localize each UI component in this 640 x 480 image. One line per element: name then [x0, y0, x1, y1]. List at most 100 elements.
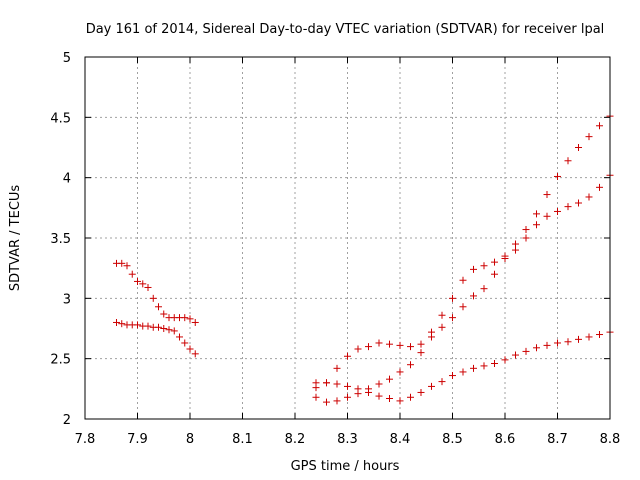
data-point	[543, 212, 551, 220]
data-point	[344, 352, 351, 360]
data-point	[375, 392, 383, 400]
x-tick-label: 8	[186, 432, 194, 447]
x-tick-label: 8.8	[600, 432, 621, 447]
data-point	[417, 388, 425, 396]
data-point	[459, 303, 467, 311]
data-point	[575, 199, 582, 207]
data-point	[585, 133, 593, 141]
data-point	[344, 393, 351, 401]
data-point	[354, 385, 362, 393]
data-point	[533, 344, 540, 352]
data-point	[181, 339, 189, 347]
data-point	[470, 292, 477, 300]
data-point	[554, 339, 561, 347]
x-tick-label: 7.8	[75, 432, 96, 447]
data-point	[533, 210, 540, 218]
data-point	[438, 378, 446, 386]
data-point	[543, 341, 551, 349]
x-axis-label: GPS time / hours	[291, 459, 400, 474]
data-point	[459, 368, 467, 376]
data-point	[417, 349, 425, 357]
data-point	[438, 311, 446, 319]
data-point	[407, 361, 414, 369]
data-point	[480, 362, 488, 370]
data-point	[155, 323, 162, 331]
x-tick-labels: 7.8 7.9 8 8.1 8.2 8.3 8.4 8.5 8.6 8.7 8.8	[75, 432, 621, 447]
x-tick-label: 8.4	[390, 432, 411, 447]
data-point	[554, 207, 561, 215]
x-tick-label: 8.7	[547, 432, 568, 447]
data-point	[354, 345, 362, 353]
data-point	[186, 315, 194, 323]
data-point	[396, 397, 404, 405]
data-point	[407, 343, 414, 351]
data-point	[375, 339, 383, 347]
y-tick-label: 4	[63, 172, 71, 187]
data-point	[176, 333, 183, 341]
y-tick-label: 3.5	[50, 232, 71, 247]
data-point	[165, 326, 173, 334]
data-point	[470, 364, 477, 372]
x-tick-label: 8.5	[442, 432, 463, 447]
data-point	[564, 157, 572, 165]
data-point	[113, 318, 120, 326]
data-point	[149, 294, 157, 302]
data-point	[575, 335, 582, 343]
data-point	[543, 191, 551, 199]
data-point	[491, 258, 498, 266]
grid-lines	[85, 57, 610, 419]
data-point	[144, 322, 152, 330]
data-point	[144, 283, 152, 291]
chart-title: Day 161 of 2014, Sidereal Day-to-day VTE…	[86, 22, 605, 37]
data-point	[170, 327, 178, 335]
data-point	[344, 382, 351, 390]
y-axis-label: SDTVAR / TECUs	[8, 185, 23, 292]
data-point	[491, 359, 498, 367]
data-point	[186, 345, 194, 353]
data-point	[181, 314, 189, 322]
data-point	[449, 314, 456, 322]
data-point	[596, 122, 603, 130]
data-point	[564, 203, 572, 211]
data-point	[512, 351, 519, 359]
data-point	[480, 285, 488, 293]
data-point	[191, 350, 199, 358]
data-point	[459, 276, 467, 284]
data-point	[333, 380, 341, 388]
data-point	[575, 144, 582, 151]
y-tick-label: 5	[63, 51, 71, 66]
data-point	[501, 356, 509, 364]
data-point	[533, 221, 540, 229]
data-point	[501, 255, 509, 263]
data-point	[191, 318, 199, 326]
data-point	[365, 343, 372, 351]
data-point	[123, 262, 131, 270]
x-tick-label: 8.6	[495, 432, 516, 447]
data-points	[113, 112, 614, 406]
data-point	[512, 246, 519, 254]
data-point	[155, 303, 162, 311]
plot-frame	[84, 56, 611, 420]
data-point	[118, 320, 126, 328]
data-point	[128, 270, 136, 278]
data-point	[564, 338, 572, 346]
data-point	[585, 193, 593, 201]
data-point	[407, 393, 414, 401]
data-point	[522, 226, 530, 234]
x-tick-label: 8.3	[337, 432, 358, 447]
data-point	[522, 234, 530, 242]
data-point	[396, 341, 404, 349]
data-point	[118, 259, 126, 267]
data-point	[428, 333, 435, 341]
data-point	[375, 380, 383, 388]
data-point	[386, 394, 393, 402]
data-point	[428, 382, 435, 390]
data-point	[160, 325, 168, 332]
data-point	[417, 340, 425, 348]
data-point	[139, 280, 147, 288]
y-tick-label: 3	[63, 292, 71, 307]
y-tick-label: 2	[63, 413, 71, 428]
data-point	[449, 372, 456, 380]
